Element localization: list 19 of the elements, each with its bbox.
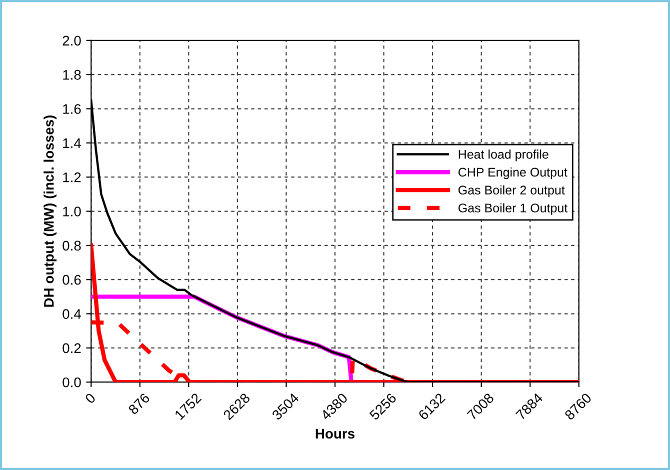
y-tick-label: 1.6 [63,104,81,114]
y-tick-label: 1.8 [63,70,81,80]
y-tick-label: 0.8 [62,240,81,251]
x-tick-label: 876 [128,392,150,416]
y-tick-label: 1.2 [63,172,81,182]
y-tick-label: 0.4 [62,309,81,319]
x-tick-label: 0 [84,392,96,404]
legend-label: Gas Boiler 2 output [458,185,565,197]
y-tick-label: 1.0 [63,206,81,216]
legend-label: Gas Boiler 1 Output [458,203,568,215]
y-tick-label: 0.2 [62,343,81,354]
y-tick-label: 0.0 [62,377,81,388]
legend-label: Heat load profile [458,150,548,162]
y-axis-title: DH output (MW) (incl. losses) [44,116,57,307]
y-tick-label: 1.4 [63,138,81,148]
x-axis-title: Hours [316,428,354,439]
y-tick-label: 2.0 [62,36,81,46]
y-tick-label: 0.6 [62,274,81,285]
legend-label: CHP Engine Output [458,167,568,180]
